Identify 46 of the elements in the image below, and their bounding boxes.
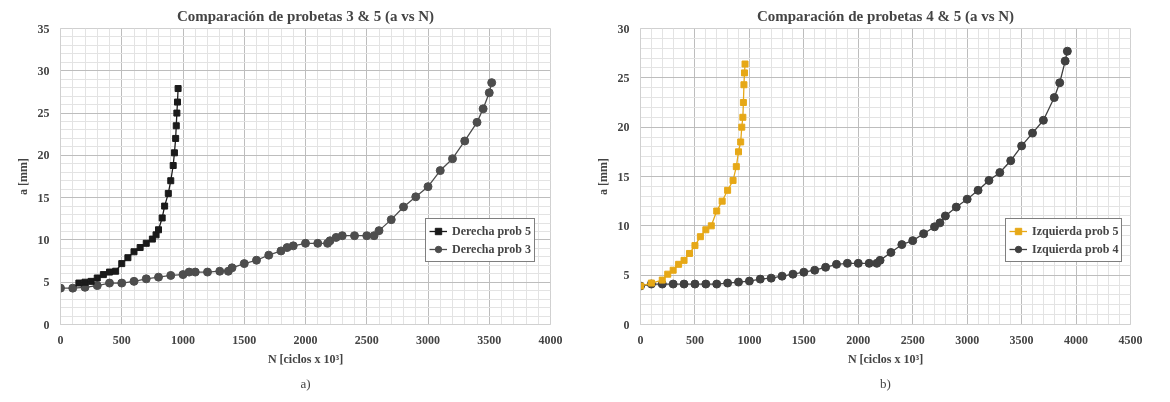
x-tick-label: 0 — [637, 332, 644, 347]
chart-title: Comparación de probetas 3 & 5 (a vs N) — [176, 7, 435, 25]
y-axis-title: a [mm] — [15, 158, 30, 195]
y-tick-label: 25 — [617, 70, 630, 85]
x-tick-label: 3500 — [477, 332, 502, 347]
y-tick-label: 35 — [37, 21, 50, 36]
x-tick-label: 1500 — [791, 332, 816, 347]
y-tick-label: 0 — [43, 317, 50, 332]
y-tick-label: 10 — [617, 218, 630, 233]
y-tick-label: 10 — [37, 232, 50, 247]
y-tick-label: 0 — [623, 317, 630, 332]
y-tick-label: 15 — [617, 169, 630, 184]
y-tick-label: 25 — [37, 106, 50, 121]
text: a) — [300, 375, 311, 391]
x-axis-title: N [ciclos x 10³] — [847, 351, 924, 366]
x-tick-label: 500 — [685, 332, 704, 347]
x-tick-label: 2500 — [354, 332, 379, 347]
chart-title: Comparación de probetas 4 & 5 (a vs N) — [756, 7, 1015, 25]
x-tick-label: 1500 — [232, 332, 257, 347]
legend-label: Derecha prob 3 — [452, 240, 531, 258]
x-tick-label: 4000 — [1064, 332, 1089, 347]
y-tick-label: 20 — [617, 120, 630, 135]
x-tick-label: 3500 — [1009, 332, 1034, 347]
x-tick-label: 4000 — [538, 332, 563, 347]
x-tick-label: 1000 — [171, 332, 195, 347]
text: b) — [880, 375, 891, 391]
legend-label: Izquierda prob 4 — [1032, 240, 1119, 258]
x-tick-label: 3000 — [955, 332, 980, 347]
y-tick-label: 20 — [37, 148, 50, 163]
y-tick-label: 5 — [43, 275, 50, 290]
x-tick-label: 1000 — [737, 332, 762, 347]
y-axis-title: a [mm] — [595, 158, 610, 195]
y-tick-label: 30 — [617, 21, 630, 36]
x-tick-label: 2500 — [900, 332, 925, 347]
legend-label: Izquierda prob 5 — [1032, 222, 1119, 240]
y-tick-label: 15 — [37, 190, 50, 205]
legend-label: Derecha prob 5 — [452, 222, 531, 240]
x-tick-label: 2000 — [293, 332, 318, 347]
x-tick-label: 2000 — [846, 332, 871, 347]
x-tick-label: 3000 — [416, 332, 440, 347]
x-tick-label: 500 — [112, 332, 131, 347]
y-tick-label: 30 — [37, 63, 50, 78]
x-tick-label: 0 — [57, 332, 64, 347]
x-axis-title: N [ciclos x 10³] — [267, 351, 344, 366]
x-tick-label: 4500 — [1118, 332, 1143, 347]
y-tick-label: 5 — [623, 268, 630, 283]
